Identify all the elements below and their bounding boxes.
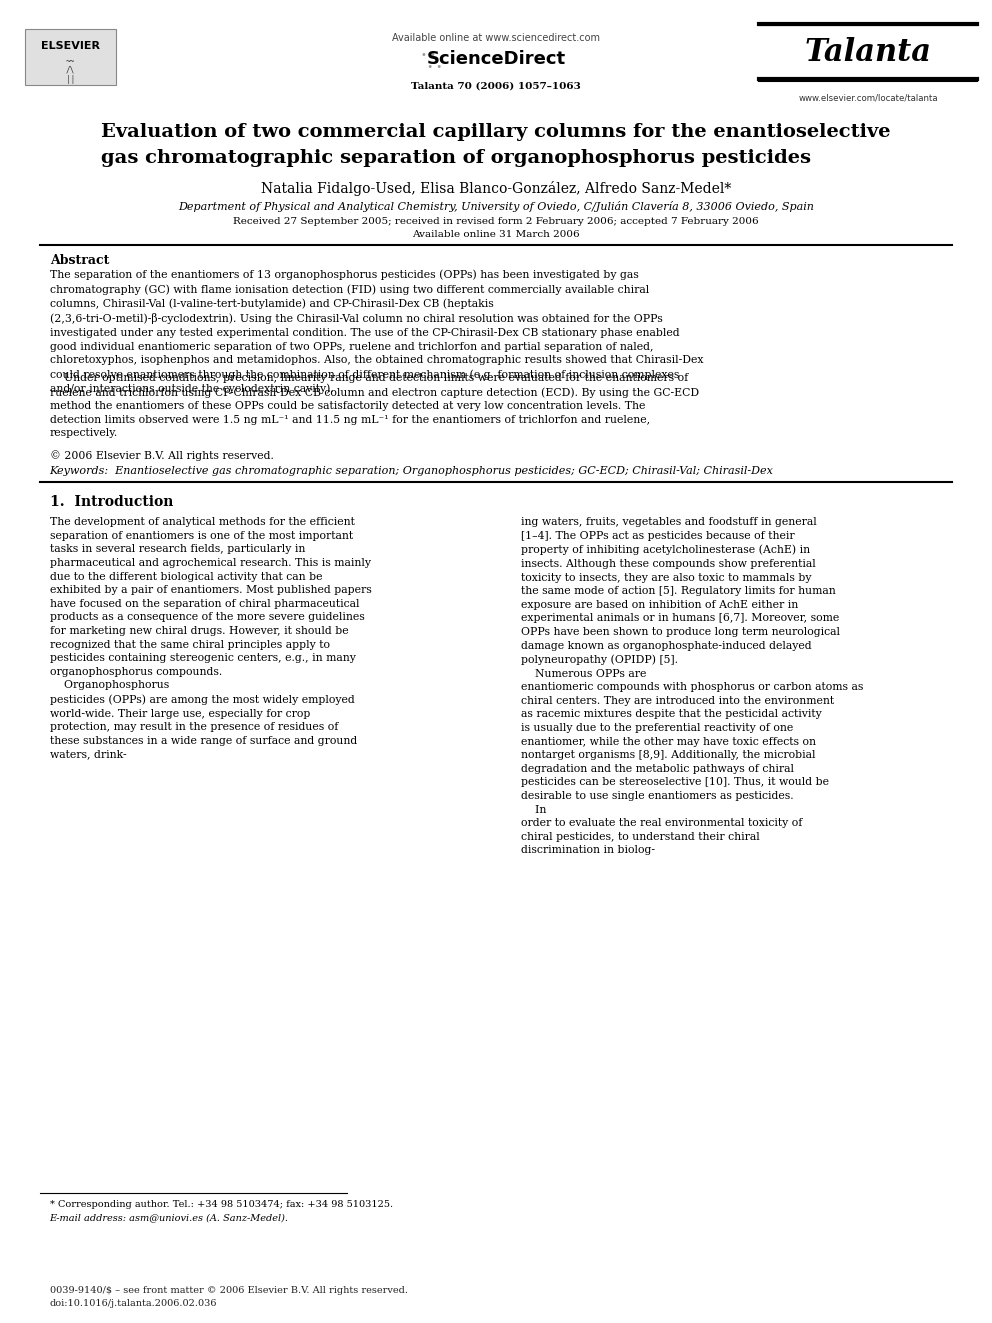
Text: Received 27 September 2005; received in revised form 2 February 2006; accepted 7: Received 27 September 2005; received in …: [233, 217, 759, 226]
Text: ~~
/\
||: ~~ /\ ||: [65, 57, 75, 83]
Text: Department of Physical and Analytical Chemistry, University of Oviedo, C/Julián : Department of Physical and Analytical Ch…: [178, 201, 814, 212]
Bar: [25, 29, 116, 85]
Text: Evaluation of two commercial capillary columns for the enantioselective
gas chro: Evaluation of two commercial capillary c…: [101, 123, 891, 167]
Text: Abstract: Abstract: [50, 254, 109, 267]
Text: Talanta: Talanta: [805, 37, 931, 67]
Text: 1.  Introduction: 1. Introduction: [50, 495, 173, 509]
Text: Under optimised conditions, precision, linearity range and detection limits were: Under optimised conditions, precision, l…: [50, 373, 698, 438]
Text: The separation of the enantiomers of 13 organophosphorus pesticides (OPPs) has b: The separation of the enantiomers of 13 …: [50, 270, 703, 394]
Text: © 2006 Elsevier B.V. All rights reserved.: © 2006 Elsevier B.V. All rights reserved…: [50, 450, 274, 460]
Text: Talanta 70 (2006) 1057–1063: Talanta 70 (2006) 1057–1063: [411, 82, 581, 91]
Text: The development of analytical methods for the efficient
separation of enantiomer: The development of analytical methods fo…: [50, 517, 371, 759]
Text: ELSEVIER: ELSEVIER: [41, 41, 100, 52]
Text: ing waters, fruits, vegetables and foodstuff in general
[1–4]. The OPPs act as p: ing waters, fruits, vegetables and foods…: [521, 517, 863, 856]
Text: * Corresponding author. Tel.: +34 98 5103474; fax: +34 98 5103125.: * Corresponding author. Tel.: +34 98 510…: [50, 1200, 393, 1209]
Text: Available online 31 March 2006: Available online 31 March 2006: [413, 230, 579, 239]
Text: 0039-9140/$ – see front matter © 2006 Elsevier B.V. All rights reserved.: 0039-9140/$ – see front matter © 2006 El…: [50, 1286, 408, 1295]
Text: Available online at www.sciencedirect.com: Available online at www.sciencedirect.co…: [392, 33, 600, 44]
Text: E-mail address: asm@uniovi.es (A. Sanz-Medel).: E-mail address: asm@uniovi.es (A. Sanz-M…: [50, 1213, 289, 1222]
Text: Keywords:  Enantioselective gas chromatographic separation; Organophosphorus pes: Keywords: Enantioselective gas chromatog…: [50, 466, 774, 476]
Text: www.elsevier.com/locate/talanta: www.elsevier.com/locate/talanta: [799, 94, 937, 103]
Text: doi:10.1016/j.talanta.2006.02.036: doi:10.1016/j.talanta.2006.02.036: [50, 1299, 217, 1308]
Text: ScienceDirect: ScienceDirect: [427, 50, 565, 69]
Text: • •
  • •: • • • •: [421, 50, 442, 71]
Text: Natalia Fidalgo-Used, Elisa Blanco-González, Alfredo Sanz-Medel*: Natalia Fidalgo-Used, Elisa Blanco-Gonzá…: [261, 181, 731, 196]
